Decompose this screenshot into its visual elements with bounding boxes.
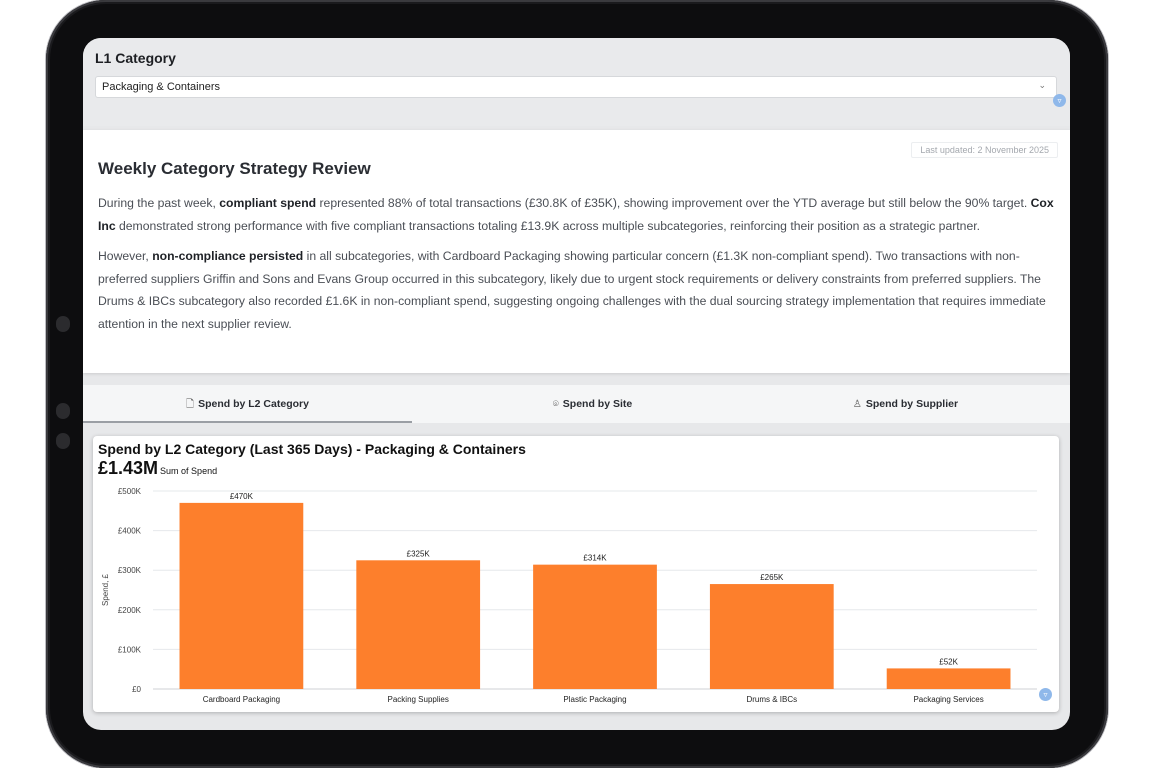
review-text: represented 88% of total transactions (£… (316, 196, 1031, 210)
last-updated-badge: Last updated: 2 November 2025 (911, 142, 1058, 158)
bar-data-label: £325K (407, 549, 431, 558)
bar (709, 584, 834, 689)
bar-data-label: £470K (230, 492, 254, 501)
filter-title: L1 Category (95, 50, 176, 66)
chart-filter-icon[interactable]: ▿ (1039, 688, 1052, 701)
bar-chart: £0 £100K £200K £300K £400K £500K Spend, £ £470K… (101, 487, 1037, 704)
y-tick-label: £100K (118, 645, 142, 654)
person-icon: ♙ (852, 399, 862, 410)
x-tick-label: Plastic Packaging (563, 695, 626, 704)
y-axis-label: Spend, £ (101, 573, 110, 606)
bar (356, 560, 481, 689)
review-emphasis: compliant spend (219, 196, 317, 210)
bar (886, 668, 1011, 689)
review-emphasis: non-compliance persisted (152, 249, 304, 263)
tab-label: Spend by L2 Category (198, 398, 309, 410)
chart-total-value: £1.43M (98, 458, 159, 478)
l2-spend-chart-card: Spend by L2 Category (Last 365 Days) - P… (93, 436, 1059, 712)
bar-data-label: £265K (760, 573, 784, 582)
y-tick-label: £500K (118, 487, 142, 496)
filter-section: L1 Category Packaging & Containers ⌄ ▿ (83, 38, 1070, 126)
review-body: During the past week, compliant spend re… (98, 192, 1058, 343)
tab-spend-by-site[interactable]: ⌾ Spend by Site (428, 385, 757, 423)
y-tick-label: £300K (118, 566, 142, 575)
tablet-side-button (56, 316, 70, 332)
app-screen: L1 Category Packaging & Containers ⌄ ▿ L… (83, 38, 1070, 730)
x-tick-label: Packaging Services (913, 695, 983, 704)
review-emphasis: Cox Inc (98, 196, 1054, 233)
bar-data-label: £52K (939, 657, 958, 666)
review-text: in all subcategories, with Cardboard Pac… (98, 249, 1046, 331)
review-text: demonstrated strong performance with fiv… (115, 218, 981, 233)
x-tick-label: Drums & IBCs (746, 695, 797, 704)
review-paragraph-1: During the past week, compliant spend re… (98, 192, 1058, 237)
tab-label: Spend by Site (562, 398, 633, 410)
document-icon: 🗋 (186, 399, 195, 410)
strategy-review-card: Last updated: 2 November 2025 Weekly Cat… (83, 130, 1070, 373)
chart-total: £1.43M Sum of Spend (98, 458, 217, 479)
review-title: Weekly Category Strategy Review (98, 159, 371, 178)
bar-data-label: £314K (583, 554, 607, 563)
x-tick-label: Cardboard Packaging (203, 695, 280, 704)
tab-label: Spend by Supplier (865, 398, 959, 410)
location-pin-icon: ⌾ (552, 399, 559, 410)
x-tick-label: Packing Supplies (388, 695, 449, 704)
l1-category-selected-value: Packaging & Containers (102, 81, 221, 93)
y-tick-label: £400K (118, 527, 142, 536)
y-tick-label: £200K (118, 606, 142, 615)
chart-total-label: Sum of Spend (160, 466, 218, 476)
chart-title: Spend by L2 Category (Last 365 Days) - P… (98, 441, 526, 457)
filter-icon[interactable]: ▿ (1053, 94, 1066, 107)
review-text: During the past week, (98, 196, 220, 210)
review-text: However, (98, 249, 153, 263)
review-paragraph-2: However, non-compliance persisted in all… (98, 245, 1058, 335)
y-tick-label: £0 (132, 685, 141, 694)
bar (533, 564, 657, 689)
tab-spend-by-l2-category[interactable]: 🗋 Spend by L2 Category (83, 385, 412, 423)
tablet-side-button (56, 433, 70, 449)
bar (179, 502, 304, 689)
tablet-side-button (56, 403, 70, 419)
chevron-down-icon: ⌄ (1038, 80, 1046, 90)
tab-bar: 🗋 Spend by L2 Category ⌾ Spend by Site ♙ Sp… (83, 385, 1070, 423)
tab-spend-by-supplier[interactable]: ♙ Spend by Supplier (741, 385, 1070, 423)
l1-category-select[interactable]: Packaging & Containers ⌄ (95, 76, 1057, 98)
